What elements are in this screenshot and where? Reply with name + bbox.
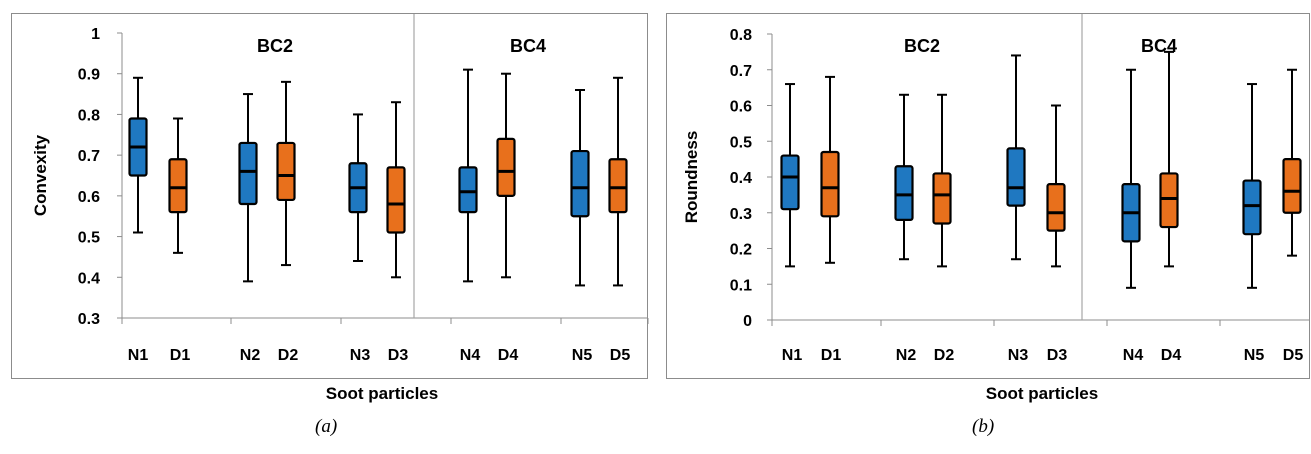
box-d2	[276, 141, 296, 202]
y-tick-label: 0.1	[730, 277, 752, 294]
x-category-label: D5	[610, 347, 631, 364]
y-tick-label: 0	[743, 313, 752, 330]
x-category-label: N5	[572, 347, 593, 364]
y-tick-label: 0.6	[730, 99, 752, 116]
box-d4	[1159, 172, 1179, 229]
x-category-label: D1	[170, 347, 191, 364]
box-d1	[820, 150, 840, 218]
group-label-bc4: BC4	[1141, 36, 1177, 56]
x-category-label: D4	[498, 347, 519, 364]
caption-a: (a)	[315, 416, 338, 437]
y-tick-label: 0.8	[730, 27, 752, 44]
y-tick-label: 0.4	[730, 170, 752, 187]
x-category-label: D4	[1161, 347, 1182, 364]
y-tick-label: 0.5	[730, 134, 752, 151]
y-axis-title-a: Convexity	[31, 134, 50, 216]
box-d5	[1282, 158, 1302, 214]
box-n5	[1242, 179, 1262, 236]
x-category-label: D1	[821, 347, 842, 364]
box-n5	[570, 149, 590, 218]
x-category-label: N1	[128, 347, 149, 364]
box-d5	[608, 158, 628, 214]
x-category-label: N5	[1244, 347, 1265, 364]
y-tick-label: 0.3	[730, 206, 752, 223]
box-d3	[1046, 183, 1066, 232]
y-tick-label: 0.8	[78, 107, 100, 124]
y-tick-label: 0.2	[730, 242, 752, 259]
box-n2	[238, 141, 258, 206]
box-n3	[1006, 147, 1026, 207]
x-axis-title-b: Soot particles	[986, 384, 1098, 403]
group-label-bc4: BC4	[510, 36, 546, 56]
x-category-label: N3	[350, 347, 371, 364]
y-tick-label: 0.3	[78, 311, 100, 328]
chart-panel-b-frame	[666, 13, 1310, 379]
box-d4	[496, 137, 516, 197]
x-category-label: N4	[1123, 347, 1144, 364]
x-category-label: D3	[1047, 347, 1068, 364]
box-d2	[932, 172, 952, 225]
y-tick-label: 0.6	[78, 189, 100, 206]
x-category-label: N3	[1008, 347, 1029, 364]
box-d1	[168, 158, 188, 214]
box-n2	[894, 165, 914, 221]
x-category-label: D2	[934, 347, 955, 364]
x-category-label: D5	[1283, 347, 1304, 364]
y-tick-label: 0.5	[78, 230, 100, 247]
y-tick-label: 1	[91, 26, 100, 43]
x-category-label: D3	[388, 347, 409, 364]
y-tick-label: 0.9	[78, 67, 100, 84]
y-tick-label: 0.7	[730, 63, 752, 80]
x-category-label: N2	[896, 347, 917, 364]
x-category-label: D2	[278, 347, 299, 364]
y-tick-label: 0.7	[78, 148, 100, 165]
x-axis-title-a: Soot particles	[326, 384, 438, 403]
caption-b: (b)	[972, 416, 995, 437]
x-category-label: N1	[782, 347, 803, 364]
box-n1	[780, 154, 800, 211]
x-category-label: N4	[460, 347, 481, 364]
box-d3	[386, 166, 406, 234]
group-label-bc2: BC2	[257, 36, 293, 56]
y-axis-title-b: Roundness	[682, 131, 701, 224]
box-n4	[458, 166, 478, 214]
y-tick-label: 0.4	[78, 270, 100, 287]
x-category-label: N2	[240, 347, 261, 364]
group-label-bc2: BC2	[904, 36, 940, 56]
